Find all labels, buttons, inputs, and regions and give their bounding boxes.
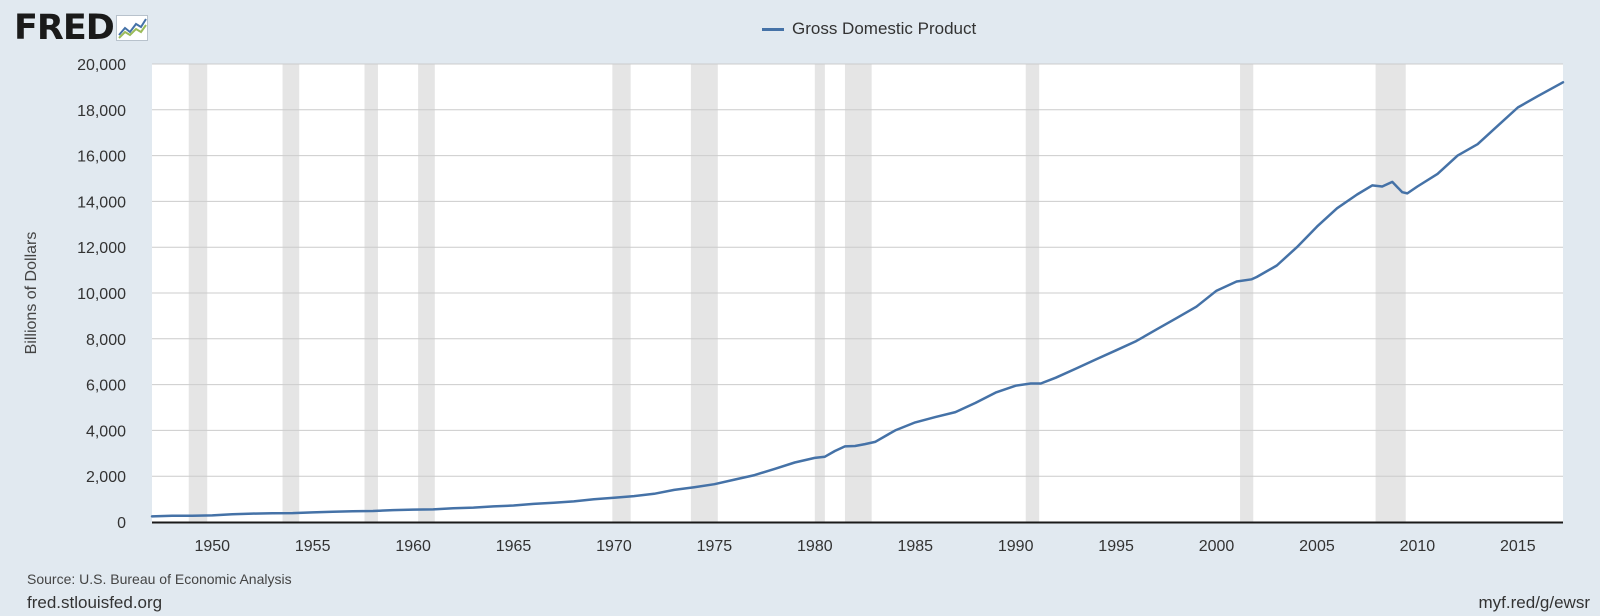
site-link[interactable]: fred.stlouisfed.org [27, 593, 163, 612]
legend-swatch [762, 27, 784, 31]
y-axis-label: Billions of Dollars [23, 232, 40, 355]
line-graph-icon [115, 14, 148, 46]
x-tick-label: 1965 [496, 538, 532, 555]
series-line-gdp[interactable] [150, 81, 1565, 518]
x-tick-label: 1980 [797, 538, 833, 555]
y-tick-label: 10,000 [77, 286, 126, 303]
y-tick-labels: 0 2,000 4,000 6,000 8,000 10,000 12,000 14,000 1… [77, 57, 126, 532]
x-tick-label: 2000 [1199, 538, 1235, 555]
x-tick-label: 1970 [596, 538, 632, 555]
short-link[interactable]: myf.red/g/ewsr [1478, 593, 1590, 612]
y-tick-label: 6,000 [86, 378, 126, 395]
y-gridlines [152, 63, 1563, 477]
x-tick-label: 1975 [697, 538, 733, 555]
x-tick-label: 2010 [1400, 538, 1436, 555]
y-tick-label: 4,000 [86, 423, 126, 440]
x-tick-label: 1955 [295, 538, 331, 555]
y-tick-label: 14,000 [77, 194, 126, 211]
y-tick-label: 0 [117, 515, 126, 532]
chart-legend[interactable]: Gross Domestic Product [762, 17, 976, 41]
legend-label: Gross Domestic Product [792, 19, 977, 38]
logo-text: FRED [14, 8, 115, 48]
y-tick-label: 20,000 [77, 57, 126, 74]
y-tick-label: 12,000 [77, 240, 126, 257]
y-tick-label: 18,000 [77, 103, 126, 120]
y-tick-label: 2,000 [86, 469, 126, 486]
fred-logo[interactable]: FRED [14, 8, 148, 48]
x-tick-label: 1985 [897, 538, 933, 555]
y-tick-label: 16,000 [77, 149, 126, 166]
recession-bands [188, 64, 1406, 522]
x-tick-label: 1960 [395, 538, 431, 555]
source-note: Source: U.S. Bureau of Economic Analysis [27, 571, 292, 587]
x-tick-labels: 1950 1955 1960 1965 1970 1975 1980 1985 1990 1995… [194, 538, 1535, 555]
x-tick-label: 2015 [1500, 538, 1536, 555]
x-tick-label: 1950 [194, 538, 230, 555]
y-tick-label: 8,000 [86, 332, 126, 349]
x-tick-label: 1995 [1098, 538, 1134, 555]
x-tick-label: 2005 [1299, 538, 1335, 555]
x-tick-label: 1990 [998, 538, 1034, 555]
